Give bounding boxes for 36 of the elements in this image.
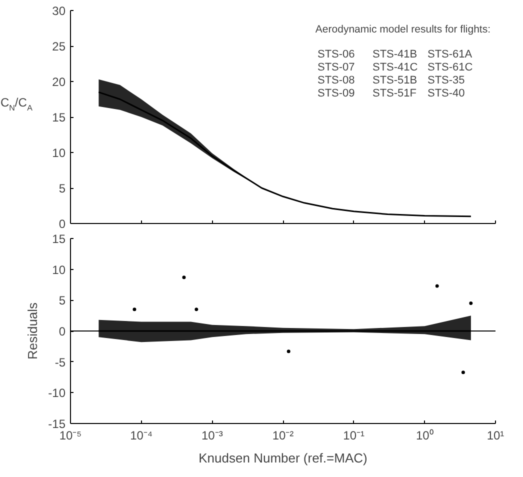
annotation: STS-40 bbox=[428, 88, 465, 100]
x-tick-label: 10⁻¹ bbox=[343, 428, 365, 442]
y-tick-label: -5 bbox=[54, 355, 66, 370]
y-tick-label: 0 bbox=[58, 324, 66, 338]
annotation: STS-09 bbox=[318, 88, 355, 100]
annotation: STS-35 bbox=[428, 74, 465, 86]
annotation: STS-61C bbox=[428, 62, 473, 74]
y-tick-label: 5 bbox=[58, 294, 66, 308]
y-tick-label: 30 bbox=[52, 4, 66, 18]
annotation: STS-06 bbox=[318, 48, 355, 60]
y-tick-label: 25 bbox=[52, 40, 66, 54]
y-tick-label: 5 bbox=[58, 182, 66, 196]
y-axis-title: Residuals bbox=[25, 302, 40, 360]
x-tick-label: 10⁻⁴ bbox=[130, 428, 153, 442]
annotation: STS-41B bbox=[372, 48, 418, 60]
annotation: STS-51B bbox=[372, 74, 418, 86]
annotation: STS-07 bbox=[318, 62, 355, 74]
x-axis-title: Knudsen Number (ref.=MAC) bbox=[198, 450, 368, 466]
annotation: STS-51F bbox=[372, 88, 417, 100]
x-tick-label: 10⁻² bbox=[272, 428, 294, 442]
x-tick-label: 10⁻⁵ bbox=[59, 428, 82, 442]
x-tick-label: 10⁻³ bbox=[201, 428, 223, 442]
x-tick-label: 10⁰ bbox=[416, 428, 434, 442]
y-tick-label: 10 bbox=[52, 146, 66, 160]
y-tick-label: 15 bbox=[52, 232, 66, 246]
y-tick-label: 20 bbox=[52, 75, 66, 89]
annotation: STS-08 bbox=[318, 74, 355, 86]
annotation: STS-41C bbox=[372, 62, 418, 74]
y-tick-label: -10 bbox=[48, 386, 66, 400]
y-tick-label: 0 bbox=[58, 217, 66, 231]
annotation: Aerodynamic model results for flights: bbox=[315, 24, 491, 36]
annotation: STS-61A bbox=[428, 48, 473, 60]
y-tick-label: 15 bbox=[52, 110, 66, 124]
y-tick-label: -15 bbox=[48, 417, 66, 431]
x-tick-label: 10¹ bbox=[486, 428, 504, 442]
y-tick-label: 10 bbox=[52, 262, 66, 277]
